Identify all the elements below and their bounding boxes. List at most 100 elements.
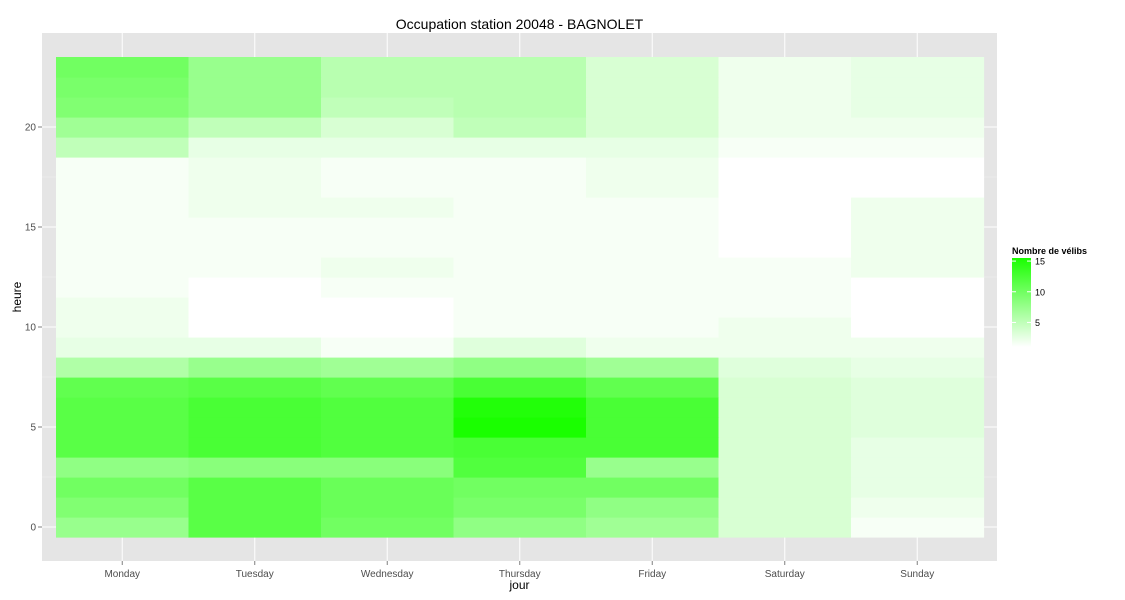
heatmap-tile <box>718 217 852 238</box>
x-tick-label: Wednesday <box>361 569 414 580</box>
heatmap-tile <box>586 97 720 118</box>
heatmap-tile <box>718 477 852 498</box>
heatmap-tile <box>56 337 190 358</box>
heatmap-tile <box>56 57 190 78</box>
heatmap-tile <box>586 397 720 418</box>
heatmap-tile <box>453 277 587 298</box>
heatmap-tile <box>586 477 720 498</box>
heatmap-tile <box>188 477 322 498</box>
heatmap-tile <box>586 337 720 358</box>
heatmap-tile <box>56 257 190 278</box>
x-axis-title: jour <box>508 578 529 592</box>
heatmap-tile <box>851 377 985 398</box>
heatmap-tile <box>56 457 190 478</box>
heatmap-tile <box>586 257 720 278</box>
heatmap-tile <box>851 337 985 358</box>
heatmap-tile <box>586 317 720 338</box>
heatmap-tile <box>718 397 852 418</box>
heatmap-tile <box>851 437 985 458</box>
heatmap-tile <box>321 97 455 118</box>
heatmap-tile <box>321 217 455 238</box>
heatmap-tile <box>321 377 455 398</box>
heatmap-tile <box>188 177 322 198</box>
heatmap-tile <box>453 477 587 498</box>
heatmap-tile <box>321 497 455 518</box>
heatmap-tile <box>188 397 322 418</box>
heatmap-tile <box>188 437 322 458</box>
heatmap-tile <box>851 277 985 298</box>
heatmap-tile <box>188 357 322 378</box>
heatmap-tile <box>586 297 720 318</box>
x-tick-label: Friday <box>638 569 666 580</box>
heatmap-tile <box>586 137 720 158</box>
x-tick-label: Tuesday <box>236 569 274 580</box>
y-tick-label: 0 <box>30 523 36 534</box>
heatmap-tile <box>851 77 985 98</box>
heatmap-tile <box>453 57 587 78</box>
heatmap-tile <box>718 317 852 338</box>
y-axis: 0 5 10 15 20 <box>25 123 42 534</box>
heatmap-tile <box>56 217 190 238</box>
heatmap-tile <box>321 517 455 538</box>
heatmap-tile <box>188 277 322 298</box>
heatmap-tile <box>453 517 587 538</box>
heatmap-tile <box>56 137 190 158</box>
heatmap-tile <box>188 517 322 538</box>
heatmap-tile <box>453 117 587 138</box>
heatmap-tile <box>321 157 455 178</box>
heatmap-tile <box>56 177 190 198</box>
x-tick-label: Sunday <box>900 569 934 580</box>
heatmap-tile <box>188 97 322 118</box>
heatmap-tile <box>56 477 190 498</box>
heatmap-tile <box>188 217 322 238</box>
heatmap-tile <box>586 277 720 298</box>
heatmap-tile <box>718 377 852 398</box>
heatmap-tile <box>718 297 852 318</box>
heatmap-tile <box>321 477 455 498</box>
heatmap-tile <box>453 337 587 358</box>
heatmap-tile <box>851 297 985 318</box>
heatmap-tile <box>453 257 587 278</box>
heatmap-tile <box>586 437 720 458</box>
heatmap-tile <box>718 97 852 118</box>
heatmap-tile <box>851 157 985 178</box>
heatmap-tile <box>321 197 455 218</box>
heatmap-tile <box>851 517 985 538</box>
heatmap-tile <box>188 377 322 398</box>
heatmap-tile <box>851 197 985 218</box>
heatmap-tile <box>321 437 455 458</box>
heatmap-tile <box>453 297 587 318</box>
heatmap-tile <box>453 97 587 118</box>
heatmap-tile <box>56 197 190 218</box>
heatmap-tile <box>188 137 322 158</box>
heatmap-tile <box>56 437 190 458</box>
heatmap-tile <box>586 117 720 138</box>
legend: Nombre de vélibs 5 10 15 <box>1012 246 1087 347</box>
heatmap-tile <box>453 177 587 198</box>
heatmap-tile <box>188 417 322 438</box>
heatmap-tile <box>453 317 587 338</box>
heatmap-tile <box>188 297 322 318</box>
heatmap-tiles <box>56 57 985 538</box>
heatmap-tile <box>56 117 190 138</box>
heatmap-tile <box>586 237 720 258</box>
heatmap-tile <box>718 337 852 358</box>
heatmap-tile <box>718 157 852 178</box>
heatmap-tile <box>851 417 985 438</box>
legend-colorbar <box>1012 258 1031 347</box>
legend-tick-label: 5 <box>1035 318 1040 328</box>
y-tick-label: 20 <box>25 123 37 134</box>
heatmap-tile <box>321 397 455 418</box>
heatmap-tile <box>718 197 852 218</box>
heatmap-tile <box>718 357 852 378</box>
legend-ticks: 5 10 15 <box>1012 257 1045 328</box>
heatmap-tile <box>718 457 852 478</box>
legend-title: Nombre de vélibs <box>1012 246 1087 256</box>
heatmap-tile <box>56 317 190 338</box>
heatmap-tile <box>188 237 322 258</box>
heatmap-tile <box>453 197 587 218</box>
heatmap-tile <box>453 437 587 458</box>
x-tick-label: Thursday <box>499 569 541 580</box>
heatmap-tile <box>188 197 322 218</box>
